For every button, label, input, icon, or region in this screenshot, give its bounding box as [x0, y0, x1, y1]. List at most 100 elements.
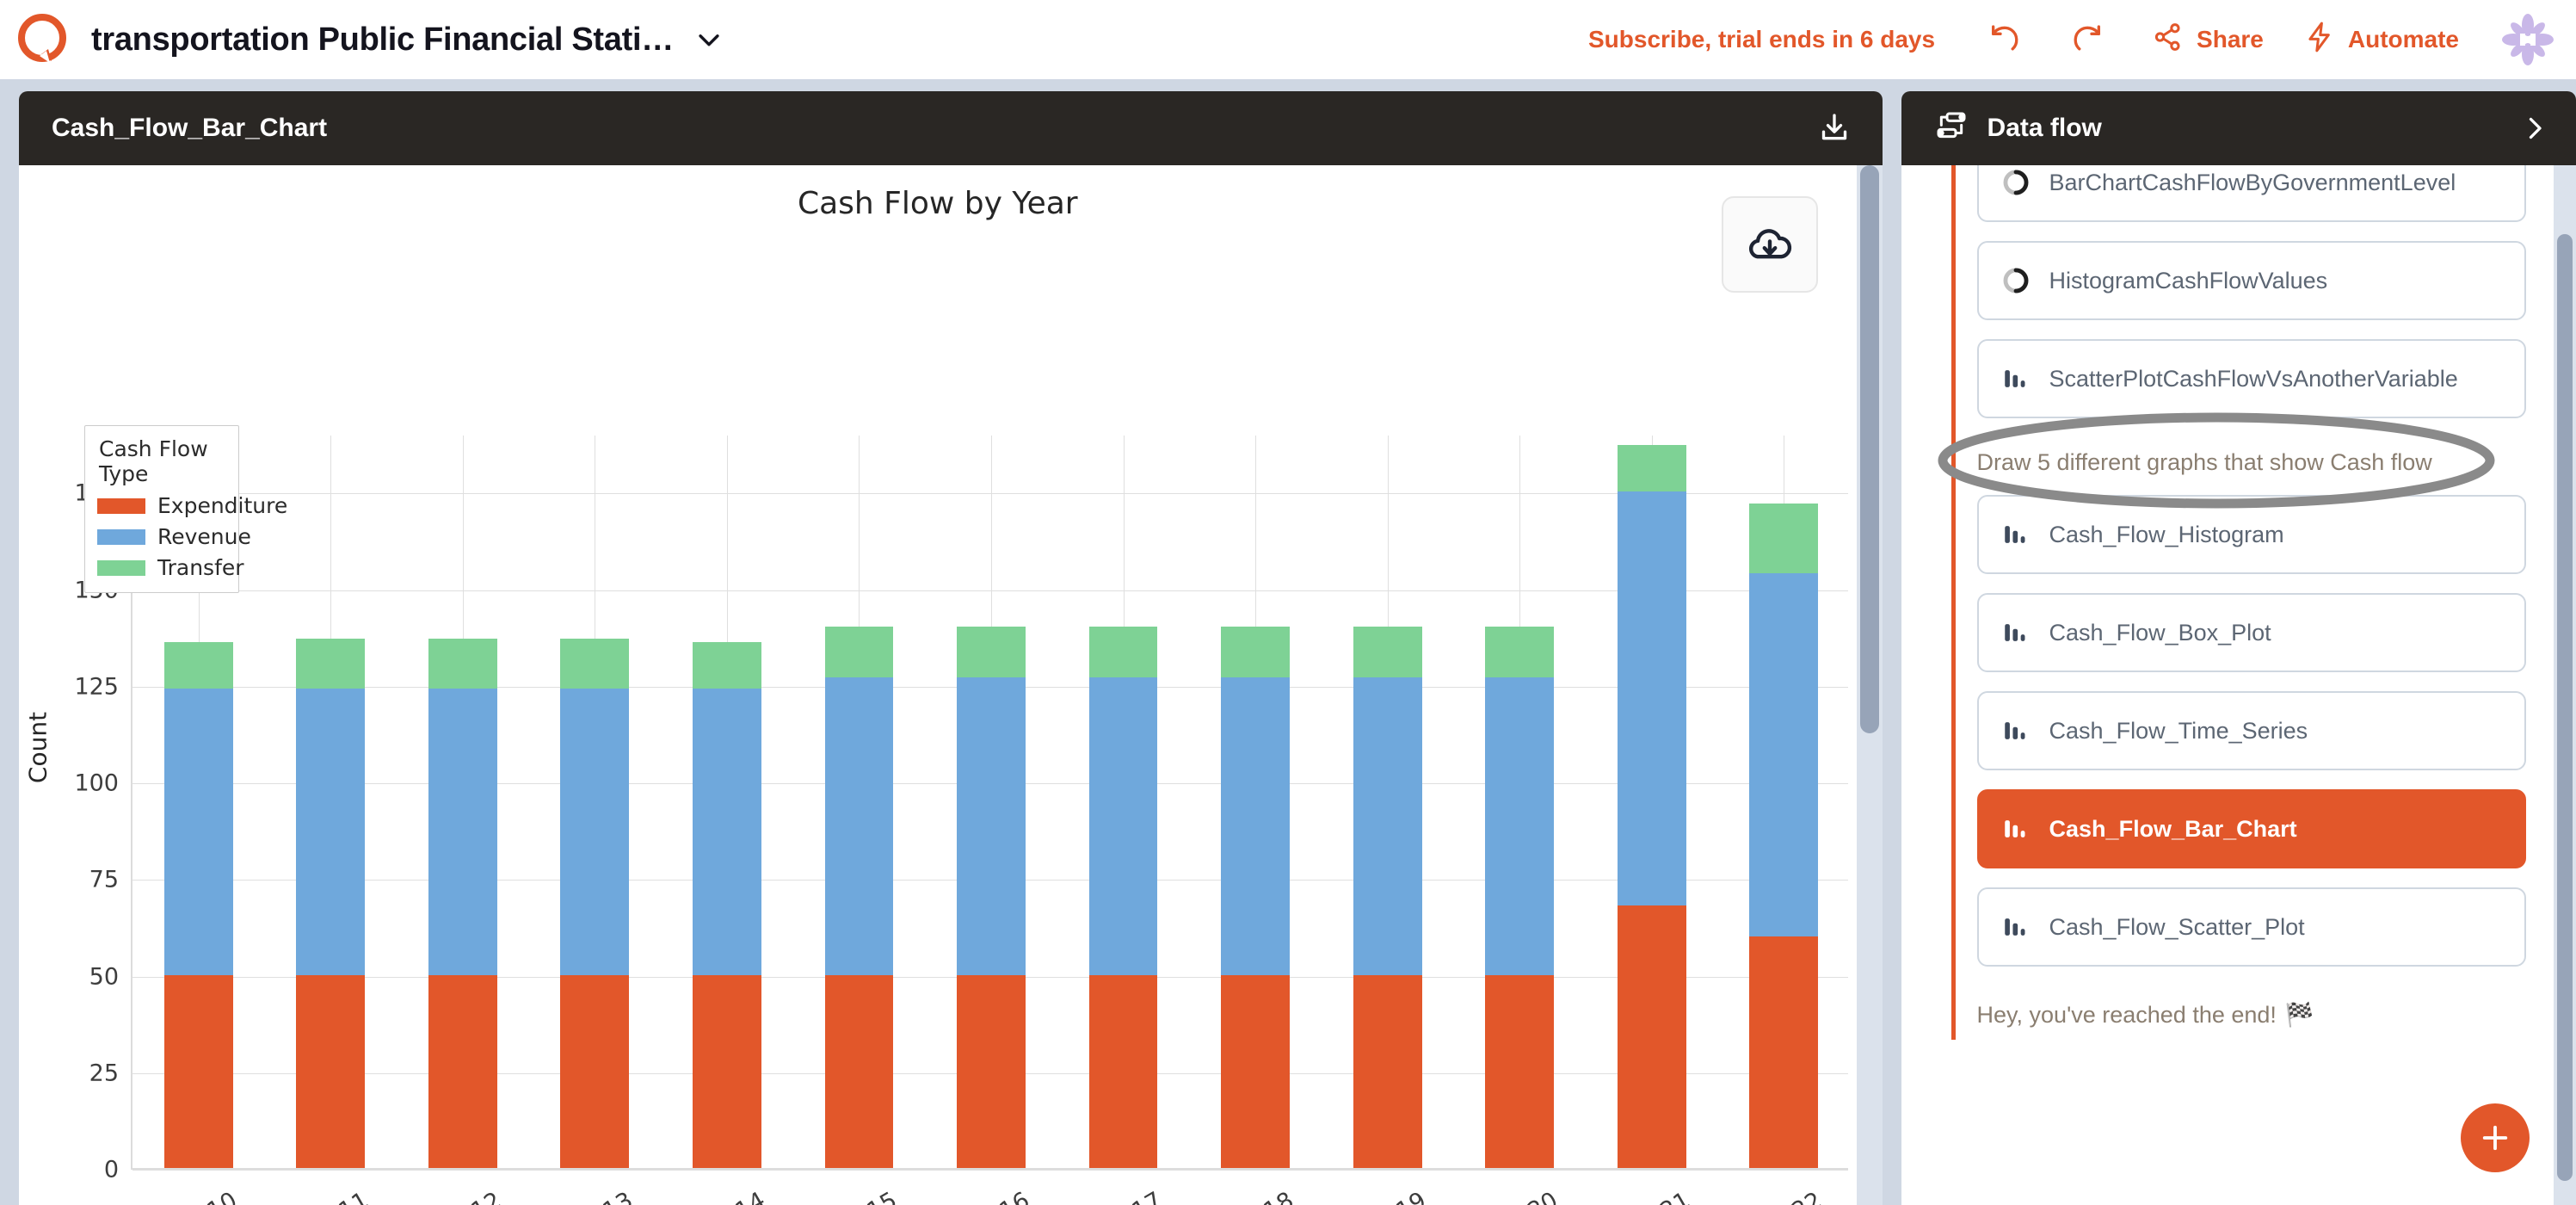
- flow-item-cash-flow-box-plot[interactable]: Cash_Flow_Box_Plot: [1976, 593, 2526, 672]
- bar-segment-revenue[interactable]: [957, 677, 1026, 975]
- bar-segment-transfer[interactable]: [957, 627, 1026, 677]
- top-bar-actions: Subscribe, trial ends in 6 days Share: [1588, 12, 2555, 67]
- undo-icon[interactable]: [1980, 15, 2030, 65]
- sidebar-scrollbar-track[interactable]: [2554, 165, 2576, 1205]
- bar-group[interactable]: [1353, 627, 1422, 1168]
- y-tick-label: 50: [89, 963, 119, 991]
- bar-segment-expenditure[interactable]: [296, 974, 366, 1168]
- bar-group[interactable]: [1221, 627, 1290, 1168]
- bar-segment-transfer[interactable]: [296, 638, 366, 689]
- y-gridline: [132, 1170, 1848, 1171]
- bar-segment-expenditure[interactable]: [1353, 974, 1422, 1168]
- chevron-down-icon[interactable]: [694, 25, 724, 54]
- y-gridline: [132, 493, 1848, 495]
- bar-segment-transfer[interactable]: [560, 638, 630, 689]
- bar-segment-transfer[interactable]: [1749, 503, 1819, 573]
- redo-icon[interactable]: [2062, 15, 2112, 65]
- bar-group[interactable]: [1617, 445, 1686, 1168]
- y-tick-label: 100: [74, 769, 119, 797]
- bar-group[interactable]: [693, 642, 761, 1168]
- bar-segment-revenue[interactable]: [1485, 677, 1555, 975]
- bar-group[interactable]: [1749, 503, 1819, 1168]
- bar-segment-revenue[interactable]: [163, 689, 233, 975]
- bar-segment-expenditure[interactable]: [693, 974, 761, 1168]
- share-button[interactable]: Share: [2152, 21, 2264, 59]
- y-tick-label: 25: [89, 1060, 119, 1087]
- bar-group[interactable]: [957, 627, 1026, 1168]
- bar-segment-expenditure[interactable]: [1088, 974, 1158, 1168]
- download-tray-icon[interactable]: [1817, 111, 1852, 145]
- flow-item-cash-flow-bar-chart[interactable]: Cash_Flow_Bar_Chart: [1976, 789, 2526, 868]
- bar-segment-transfer[interactable]: [1353, 627, 1422, 677]
- flow-item-cash-flow-scatter-plot[interactable]: Cash_Flow_Scatter_Plot: [1976, 887, 2526, 967]
- bar-segment-transfer[interactable]: [163, 642, 233, 689]
- end-of-list-note: Hey, you've reached the end! 🏁: [1977, 1001, 2526, 1029]
- bar-segment-revenue[interactable]: [296, 689, 366, 975]
- data-flow-header: Data flow: [1901, 91, 2576, 165]
- bar-group[interactable]: [1088, 627, 1158, 1168]
- bar-segment-expenditure[interactable]: [1485, 974, 1555, 1168]
- bar-segment-expenditure[interactable]: [824, 974, 894, 1168]
- bar-segment-revenue[interactable]: [824, 677, 894, 975]
- chart-scrollbar-track[interactable]: [1856, 165, 1883, 1205]
- bar-segment-revenue[interactable]: [1617, 491, 1686, 905]
- bar-segment-expenditure[interactable]: [428, 974, 497, 1168]
- automate-button[interactable]: Automate: [2303, 21, 2459, 59]
- user-avatar-icon[interactable]: [2500, 12, 2555, 67]
- flow-item-scatterplotcashflowvsanothervariable[interactable]: ScatterPlotCashFlowVsAnotherVariable: [1976, 339, 2526, 418]
- flow-item-histogramcashflowvalues[interactable]: HistogramCashFlowValues: [1976, 241, 2526, 320]
- quill-q-logo-icon[interactable]: [12, 9, 72, 70]
- plot-wrapper: Cash Flow by Year Count Year 02550751001…: [19, 165, 1857, 1205]
- bar-group[interactable]: [824, 627, 894, 1168]
- legend-item: Expenditure: [97, 493, 287, 518]
- bar-group[interactable]: [428, 638, 497, 1168]
- flow-note-text: Draw 5 different graphs that show Cash f…: [1976, 449, 2432, 475]
- y-gridline: [132, 590, 1848, 591]
- bar-segment-transfer[interactable]: [1617, 445, 1686, 492]
- x-tick-label: 2010: [177, 1187, 242, 1205]
- x-tick-label: 2015: [837, 1187, 902, 1205]
- bar-segment-revenue[interactable]: [1221, 677, 1290, 975]
- cloud-download-button[interactable]: [1721, 196, 1818, 293]
- bar-segment-transfer[interactable]: [1485, 627, 1555, 677]
- sidebar-scrollbar-thumb[interactable]: [2557, 234, 2573, 1181]
- bar-group[interactable]: [163, 642, 233, 1168]
- bar-segment-expenditure[interactable]: [1749, 936, 1819, 1168]
- bar-segment-expenditure[interactable]: [957, 974, 1026, 1168]
- bar-group[interactable]: [560, 638, 630, 1168]
- bar-segment-transfer[interactable]: [428, 638, 497, 689]
- x-tick-label: 2022: [1762, 1187, 1827, 1205]
- flow-item-label: Cash_Flow_Box_Plot: [2049, 619, 2271, 646]
- bar-segment-revenue[interactable]: [693, 689, 761, 975]
- legend-label: Transfer: [157, 555, 244, 580]
- add-node-button[interactable]: [2461, 1103, 2530, 1172]
- bar-segment-revenue[interactable]: [1088, 677, 1158, 975]
- bar-segment-expenditure[interactable]: [163, 974, 233, 1168]
- flow-item-cash-flow-histogram[interactable]: Cash_Flow_Histogram: [1976, 495, 2526, 574]
- flow-item-barchartcashflowbygovernmentlevel[interactable]: BarChartCashFlowByGovernmentLevel: [1976, 165, 2526, 222]
- bar-segment-transfer[interactable]: [1088, 627, 1158, 677]
- bar-segment-transfer[interactable]: [1221, 627, 1290, 677]
- bar-segment-revenue[interactable]: [1353, 677, 1422, 975]
- legend-item: Revenue: [97, 524, 251, 549]
- legend-label: Revenue: [157, 524, 251, 549]
- bar-segment-revenue[interactable]: [428, 689, 497, 975]
- y-axis-label: Count: [23, 711, 52, 784]
- bar-segment-transfer[interactable]: [824, 627, 894, 677]
- bar-segment-revenue[interactable]: [1749, 572, 1819, 936]
- bar-segment-expenditure[interactable]: [560, 974, 630, 1168]
- flow-item-label: Cash_Flow_Histogram: [2049, 521, 2284, 547]
- flow-item-label: HistogramCashFlowValues: [2049, 267, 2328, 294]
- bar-segment-revenue[interactable]: [560, 689, 630, 975]
- bar-group[interactable]: [296, 638, 366, 1168]
- bar-segment-expenditure[interactable]: [1617, 905, 1686, 1168]
- bar-group[interactable]: [1485, 627, 1555, 1168]
- bar-segment-transfer[interactable]: [693, 642, 761, 689]
- chart-scrollbar-thumb[interactable]: [1859, 165, 1879, 733]
- x-tick-label: 2020: [1498, 1187, 1562, 1205]
- subscribe-trial-link[interactable]: Subscribe, trial ends in 6 days: [1588, 26, 1936, 53]
- chevron-right-icon[interactable]: [2519, 113, 2550, 144]
- bar-segment-expenditure[interactable]: [1221, 974, 1290, 1168]
- flow-item-cash-flow-time-series[interactable]: Cash_Flow_Time_Series: [1976, 691, 2526, 770]
- data-flow-list[interactable]: BarChartCashFlowByGovernmentLevel Histogr…: [1901, 165, 2576, 1205]
